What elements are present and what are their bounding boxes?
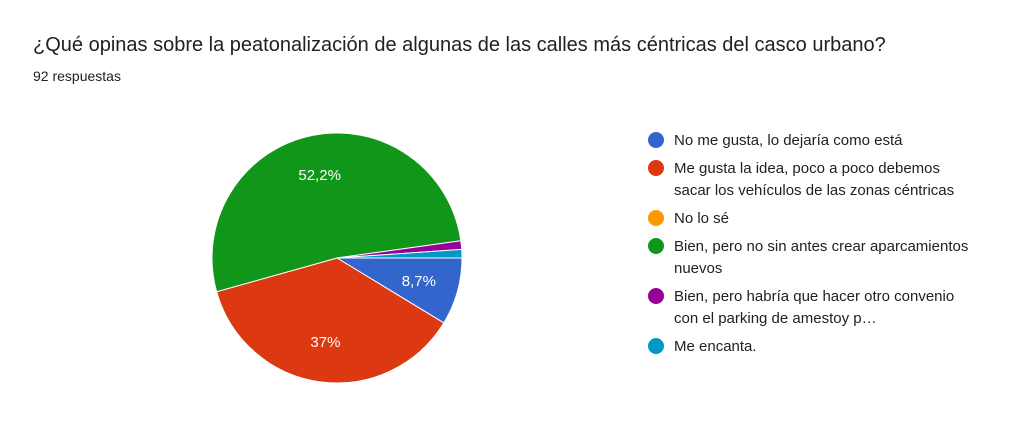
legend-swatch <box>648 238 664 254</box>
legend-swatch <box>648 288 664 304</box>
pie-slice[interactable] <box>216 257 445 384</box>
legend-swatch <box>648 210 664 226</box>
legend-label: No lo sé <box>674 210 730 227</box>
legend-swatch <box>648 160 664 176</box>
legend-label: Me encanta. <box>674 338 757 355</box>
slice-label: 37% <box>310 334 340 351</box>
legend-item[interactable]: Bien, pero habría que hacer otro conveni… <box>648 286 988 330</box>
pie-slice[interactable] <box>336 248 463 259</box>
chart-title: ¿Qué opinas sobre la peatonalización de … <box>33 34 886 56</box>
slice-label: 8,7% <box>402 273 436 290</box>
legend-item[interactable]: No lo sé <box>648 208 988 230</box>
legend-swatch <box>648 338 664 354</box>
legend-swatch <box>648 132 664 148</box>
legend-label: Bien, pero habría que hacer otro conveni… <box>674 288 955 327</box>
legend-item[interactable]: No me gusta, lo dejaría como está <box>648 130 988 152</box>
legend-item[interactable]: Bien, pero no sin antes crear aparcamien… <box>648 236 988 280</box>
response-count: 92 respuestas <box>33 68 121 84</box>
slice-label: 52,2% <box>298 167 341 184</box>
legend-label: Me gusta la idea, poco a poco debemos sa… <box>674 160 955 199</box>
legend-label: No me gusta, lo dejaría como está <box>674 132 903 149</box>
legend-item[interactable]: Me encanta. <box>648 336 988 358</box>
legend: No me gusta, lo dejaría como está Me gust… <box>648 130 988 364</box>
legend-item[interactable]: Me gusta la idea, poco a poco debemos sa… <box>648 158 988 202</box>
legend-label: Bien, pero no sin antes crear aparcamien… <box>674 238 969 277</box>
pie-slice[interactable] <box>211 132 462 293</box>
